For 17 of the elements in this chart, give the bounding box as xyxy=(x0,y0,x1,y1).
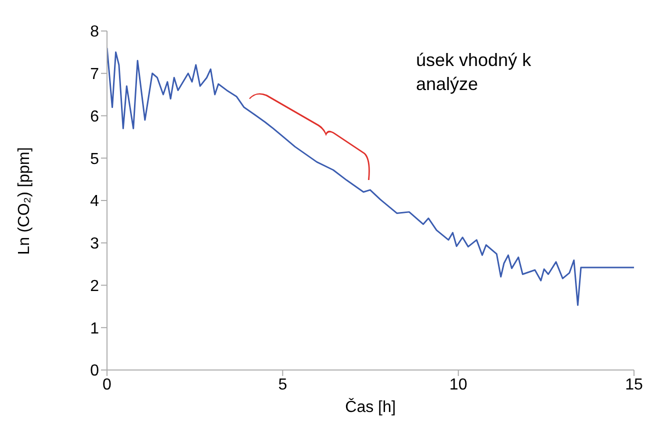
x-tick-label: 0 xyxy=(102,376,112,394)
x-axis-title: Čas [h] xyxy=(345,398,396,416)
line-series xyxy=(107,47,634,306)
y-tick-label: 6 xyxy=(90,108,100,126)
y-tick-label: 7 xyxy=(90,66,100,84)
y-tick-label: 3 xyxy=(90,236,100,253)
y-tick-label: 0 xyxy=(90,362,100,380)
y-tick-label: 2 xyxy=(90,278,100,295)
x-tick-label: 10 xyxy=(449,376,468,394)
y-tick-label: 5 xyxy=(90,150,100,168)
x-tick-label: 5 xyxy=(278,376,288,394)
x-tick-label: 15 xyxy=(625,376,643,394)
y-tick-label: 8 xyxy=(90,24,100,41)
y-tick-label: 1 xyxy=(90,320,100,338)
annotation: úsek vhodný k analýze xyxy=(416,49,532,96)
y-tick-label: 4 xyxy=(90,193,100,210)
y-axis-title: Ln (CO₂) [ppm] xyxy=(16,146,34,254)
